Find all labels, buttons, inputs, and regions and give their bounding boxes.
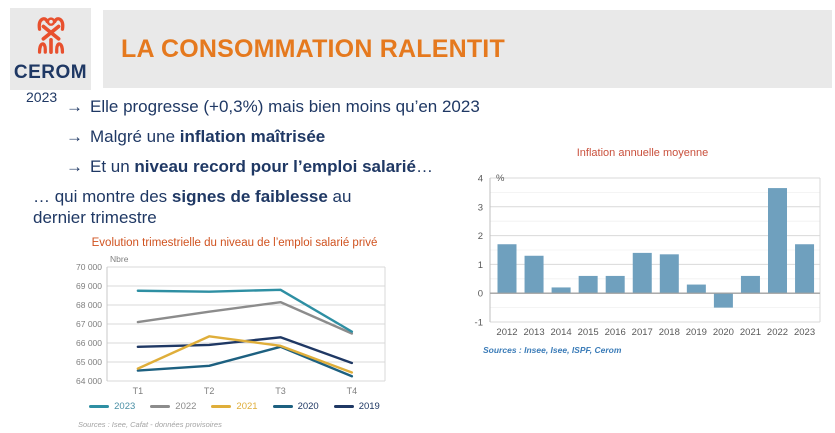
series-line-2020 bbox=[136, 345, 354, 378]
bar-chart-title: Inflation annuelle moyenne bbox=[576, 147, 709, 159]
series-line-2021 bbox=[136, 335, 354, 374]
arrow-bullet-icon: → bbox=[66, 157, 83, 176]
y-tick-label: 69 000 bbox=[76, 281, 102, 291]
legend-item-2023: 2023 bbox=[89, 401, 135, 412]
x-tick-label: 2013 bbox=[523, 327, 544, 338]
y-tick-label: 64 000 bbox=[76, 376, 102, 386]
bar-2017 bbox=[632, 252, 652, 294]
series-line-2022 bbox=[136, 300, 354, 335]
bar-2013 bbox=[524, 255, 544, 294]
y-tick-label: 70 000 bbox=[76, 262, 102, 272]
bullet-line-2: → Malgré une inflation maîtrisée bbox=[66, 127, 326, 146]
x-tick-label: 2021 bbox=[740, 327, 761, 338]
x-tick-label: 2015 bbox=[578, 327, 599, 338]
bar-2015 bbox=[578, 275, 598, 294]
bullet-line-3: → Et un niveau record pour l’emploi salar… bbox=[66, 157, 433, 176]
y-tick-label: 65 000 bbox=[76, 357, 102, 367]
legend-label: 2021 bbox=[236, 401, 258, 412]
x-tick-label: 2019 bbox=[686, 327, 707, 338]
legend-label: 2019 bbox=[358, 401, 380, 412]
y-tick-label: 0 bbox=[478, 289, 483, 300]
bar-2023 bbox=[795, 244, 815, 294]
y-tick-label: 2 bbox=[478, 231, 483, 242]
line-chart-source: Sources : Isee, Cafat - données provisoi… bbox=[78, 420, 222, 429]
bar-2021 bbox=[740, 275, 760, 294]
legend-swatch-icon bbox=[89, 405, 110, 408]
y-tick-label: 1 bbox=[478, 260, 483, 271]
bar-2019 bbox=[686, 284, 706, 294]
y-tick-label: 3 bbox=[478, 202, 483, 213]
line-chart-legend: 2023 2022 2021 2020 2019 bbox=[62, 401, 407, 412]
arrow-bullet-icon: → bbox=[66, 97, 83, 116]
legend-item-2022: 2022 bbox=[150, 401, 196, 412]
bullet-line-4: … qui montre des signes de faiblesse au … bbox=[33, 187, 352, 228]
page-title: LA CONSOMMATION RALENTIT bbox=[121, 34, 505, 63]
x-tick-label: 2022 bbox=[767, 327, 788, 338]
y-axis-title: % bbox=[496, 173, 505, 184]
bar-2022 bbox=[768, 188, 787, 294]
title-bar: LA CONSOMMATION RALENTIT bbox=[103, 10, 832, 88]
legend-item-2019: 2019 bbox=[333, 401, 380, 412]
cerom-tribal-icon bbox=[30, 14, 72, 61]
bar-2014 bbox=[551, 287, 571, 294]
bar-2018 bbox=[659, 254, 679, 294]
bar-chart-source: Sources : Insee, Isee, ISPF, Cerom bbox=[483, 345, 622, 355]
y-tick-label: -1 bbox=[475, 318, 483, 329]
x-tick-label: T3 bbox=[275, 386, 286, 396]
y-tick-label: 67 000 bbox=[76, 319, 102, 329]
y-tick-label: 4 bbox=[478, 174, 483, 185]
bullet-line-1: → Elle progresse (+0,3%) mais bien moins … bbox=[66, 97, 480, 116]
line-chart-title: Evolution trimestrielle du niveau de l’e… bbox=[91, 237, 378, 249]
bar-2016 bbox=[605, 275, 625, 294]
cerom-logo: CEROM bbox=[10, 8, 91, 90]
y-tick-label: 68 000 bbox=[76, 300, 102, 310]
bar-chart-plot: 4 3 2 1 0 -1% 2012 2013 2014 2015 2016 2017 2018 2019… bbox=[475, 173, 821, 338]
x-tick-label: 2023 bbox=[794, 327, 815, 338]
x-tick-label: T2 bbox=[204, 386, 215, 396]
y-tick-label: 66 000 bbox=[76, 338, 102, 348]
legend-swatch-icon bbox=[211, 405, 232, 408]
x-tick-label: 2012 bbox=[496, 327, 517, 338]
legend-label: 2023 bbox=[114, 401, 136, 412]
arrow-bullet-icon: → bbox=[66, 127, 83, 146]
x-tick-label: T4 bbox=[347, 386, 358, 396]
legend-swatch-icon bbox=[272, 405, 293, 408]
year-label: 2023 bbox=[26, 89, 58, 105]
series-line-2023 bbox=[136, 288, 354, 333]
bar-2020 bbox=[713, 293, 733, 308]
y-axis-title: Nbre bbox=[110, 254, 129, 264]
x-tick-label: 2017 bbox=[632, 327, 653, 338]
x-tick-label: T1 bbox=[133, 386, 144, 396]
legend-label: 2020 bbox=[297, 401, 319, 412]
bar-2012 bbox=[497, 244, 517, 294]
legend-item-2021: 2021 bbox=[211, 401, 258, 412]
legend-swatch-icon bbox=[333, 405, 354, 408]
x-tick-label: 2014 bbox=[551, 327, 572, 338]
x-tick-label: 2020 bbox=[713, 327, 734, 338]
x-tick-label: 2018 bbox=[659, 327, 680, 338]
line-chart-plot: 70 000 69 000 68 000 67 000 66 000 65 000 64 0… bbox=[76, 254, 386, 396]
legend-swatch-icon bbox=[150, 405, 171, 408]
x-tick-label: 2016 bbox=[605, 327, 626, 338]
legend-label: 2022 bbox=[175, 401, 197, 412]
logo-wordmark: CEROM bbox=[13, 62, 88, 83]
legend-item-2020: 2020 bbox=[272, 401, 319, 412]
